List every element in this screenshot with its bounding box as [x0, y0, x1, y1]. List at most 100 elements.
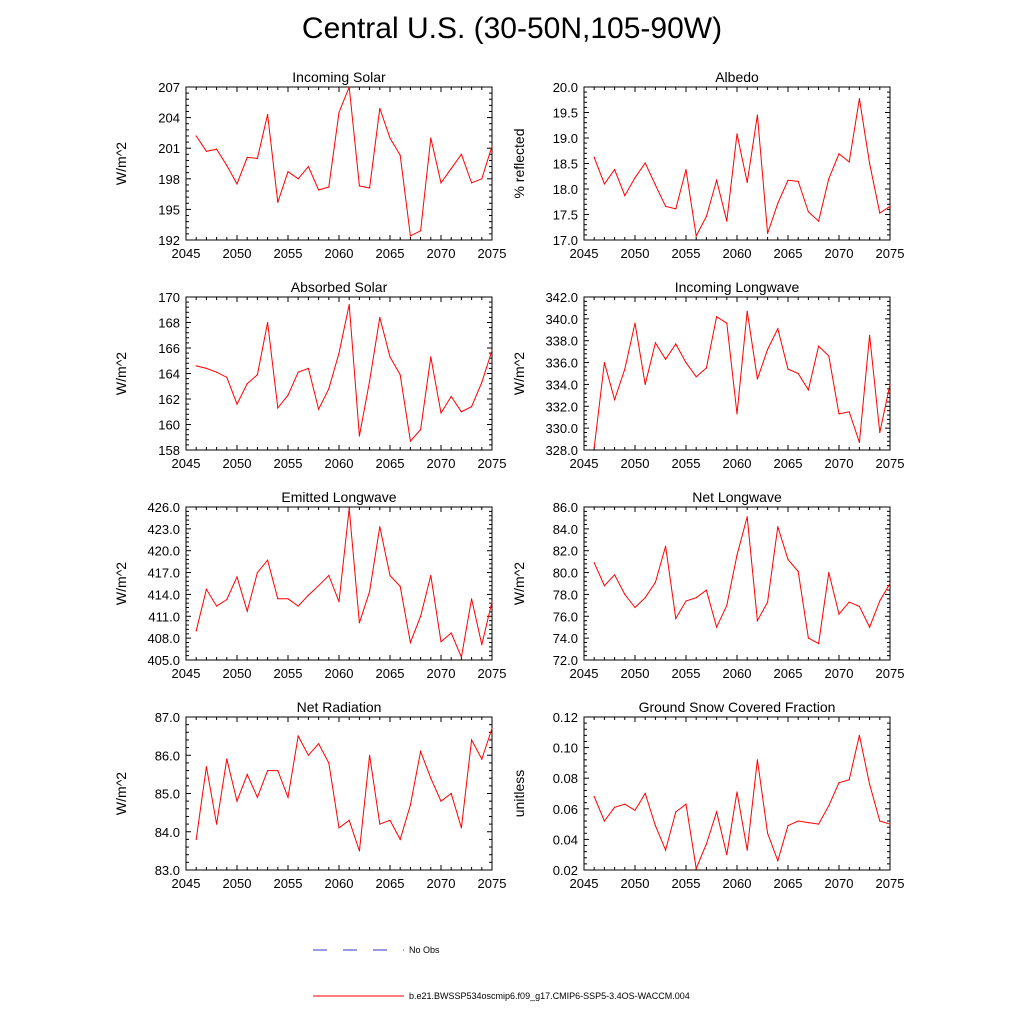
- data-point: [491, 727, 493, 730]
- y-tick-label: 72.0: [553, 653, 578, 668]
- data-point: [838, 782, 840, 784]
- data-point: [450, 792, 452, 795]
- data-point: [675, 343, 677, 345]
- y-tick-label: 207: [158, 80, 180, 95]
- data-point: [848, 779, 850, 781]
- data-point: [216, 823, 218, 825]
- y-tick-label: 80.0: [553, 566, 578, 581]
- chart-panel-2: Albedo % reflected 2045 2050 2055 2060 2065 207…: [511, 69, 904, 261]
- data-point: [756, 378, 759, 380]
- data-point: [624, 803, 626, 805]
- y-tick-label: 201: [158, 141, 180, 156]
- x-tick-label: 2050: [223, 456, 252, 471]
- legend-model-label: b.e21.BWSSP534oscmip6.f09_g17.CMIP6-SSP5…: [409, 991, 690, 1001]
- y-tick-label: 82.0: [553, 544, 578, 559]
- data-point: [736, 791, 738, 793]
- data-point: [695, 867, 697, 870]
- data-point: [858, 734, 861, 737]
- series-line-model: [593, 516, 891, 645]
- data-point: [287, 171, 289, 173]
- data-point: [695, 376, 697, 378]
- data-point: [634, 177, 636, 179]
- data-point: [593, 447, 595, 449]
- y-tick-label: 198: [158, 172, 180, 187]
- data-point: [481, 758, 483, 760]
- data-point: [603, 585, 606, 587]
- data-point: [287, 598, 289, 600]
- data-point: [654, 342, 657, 344]
- chart-panel-3: Absorbed Solar W/m^2 2045 2050 2055 2060 2065 2…: [113, 279, 506, 471]
- data-point: [338, 827, 340, 829]
- data-point: [634, 606, 636, 609]
- y-tick-label: 423.0: [147, 522, 180, 537]
- data-point: [675, 617, 677, 620]
- data-point: [389, 356, 391, 358]
- data-point: [246, 156, 248, 158]
- data-point: [348, 86, 350, 88]
- data-point: [777, 526, 779, 528]
- data-point: [491, 349, 493, 352]
- data-point: [838, 613, 840, 615]
- data-point: [593, 796, 595, 798]
- legend-model: b.e21.BWSSP534oscmip6.f09_g17.CMIP6-SSP5…: [313, 991, 690, 1001]
- data-point: [624, 593, 626, 596]
- data-point: [430, 356, 432, 358]
- data-point: [430, 574, 432, 577]
- data-point: [726, 322, 728, 324]
- data-point: [614, 806, 616, 808]
- y-tick-label: 411.0: [148, 609, 180, 624]
- data-point: [818, 345, 820, 347]
- data-point: [736, 413, 738, 415]
- plot-frame: [185, 716, 493, 871]
- data-point: [297, 371, 299, 373]
- data-point: [889, 383, 891, 385]
- panel-title: Absorbed Solar: [291, 279, 388, 295]
- data-point: [420, 615, 422, 617]
- x-tick-label: 2055: [274, 666, 303, 681]
- data-point: [481, 381, 483, 383]
- data-point: [409, 440, 411, 442]
- x-tick-label: 2050: [621, 456, 650, 471]
- data-point: [644, 597, 646, 599]
- x-tick-label: 2045: [172, 246, 201, 261]
- y-tick-label: 332.0: [545, 399, 578, 414]
- data-point: [879, 431, 881, 434]
- x-tick-label: 2070: [825, 246, 854, 261]
- data-point: [460, 153, 462, 155]
- y-tick-label: 338.0: [545, 334, 578, 349]
- y-tick-label: 408.0: [147, 631, 180, 646]
- data-point: [358, 185, 360, 187]
- series-line-model: [195, 86, 493, 237]
- data-point: [828, 572, 830, 574]
- data-point: [695, 235, 697, 237]
- y-axis-label: unitless: [511, 770, 527, 817]
- data-point: [889, 582, 891, 585]
- x-tick-label: 2075: [478, 666, 507, 681]
- data-point: [195, 838, 197, 841]
- data-point: [614, 574, 616, 576]
- data-point: [216, 605, 218, 607]
- data-point: [746, 181, 748, 183]
- data-point: [420, 429, 422, 431]
- x-tick-label: 2050: [223, 876, 252, 891]
- x-tick-label: 2065: [376, 246, 405, 261]
- data-point: [838, 413, 840, 415]
- y-axis-label: W/m^2: [511, 562, 527, 605]
- data-point: [379, 823, 381, 825]
- data-point: [705, 843, 708, 845]
- x-tick-label: 2055: [672, 666, 701, 681]
- data-point: [277, 407, 279, 409]
- data-point: [450, 168, 452, 170]
- data-point: [807, 211, 810, 213]
- data-point: [828, 805, 830, 807]
- data-point: [246, 610, 248, 612]
- data-point: [736, 133, 738, 135]
- y-axis-label: W/m^2: [113, 352, 129, 395]
- data-point: [491, 601, 493, 603]
- data-point: [807, 389, 810, 391]
- y-tick-label: 0.06: [553, 802, 578, 817]
- y-tick-label: 164: [158, 367, 180, 382]
- data-point: [430, 777, 432, 779]
- data-point: [216, 371, 218, 373]
- data-point: [246, 773, 248, 776]
